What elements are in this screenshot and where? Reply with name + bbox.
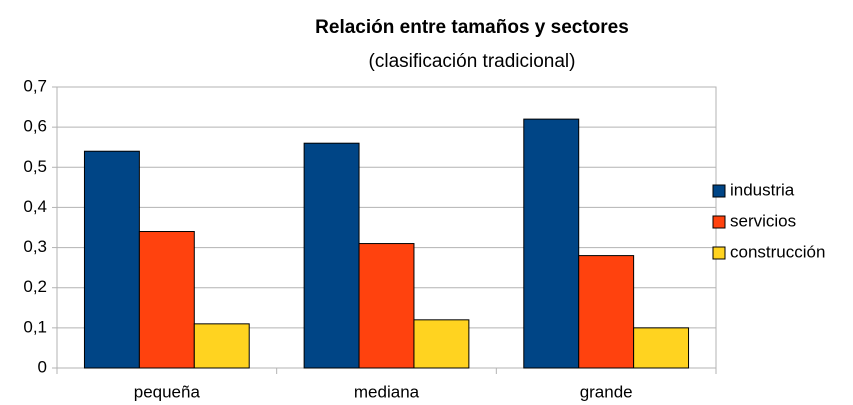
legend-label: servicios — [730, 211, 796, 230]
y-tick-label: 0,3 — [23, 237, 47, 256]
legend-swatch — [712, 246, 726, 260]
y-tick-label: 0,1 — [23, 317, 47, 336]
bar — [523, 118, 580, 369]
legend-swatch — [712, 184, 726, 198]
bar — [193, 323, 250, 369]
bar — [633, 327, 690, 369]
x-tick-label: mediana — [354, 382, 420, 401]
legend-label: construcción — [730, 242, 825, 261]
x-tick-label: pequeña — [134, 382, 201, 401]
y-tick-label: 0,6 — [23, 117, 47, 136]
bar — [413, 319, 470, 369]
chart-title: Relación entre tamaños y sectores — [315, 17, 629, 38]
legend-swatch — [712, 215, 726, 229]
chart-subtitle: (clasificación tradicional) — [369, 51, 576, 72]
y-tick-label: 0,4 — [23, 197, 47, 216]
bar — [303, 142, 360, 369]
y-tick-label: 0,5 — [23, 157, 47, 176]
x-tick-label: grande — [580, 382, 633, 401]
bar — [578, 255, 635, 369]
y-tick-label: 0 — [38, 357, 47, 376]
bar — [83, 150, 140, 369]
legend-label: industria — [730, 180, 795, 199]
y-tick-label: 0,7 — [23, 76, 47, 95]
bar — [358, 243, 415, 369]
bar — [138, 231, 195, 369]
y-tick-label: 0,2 — [23, 277, 47, 296]
